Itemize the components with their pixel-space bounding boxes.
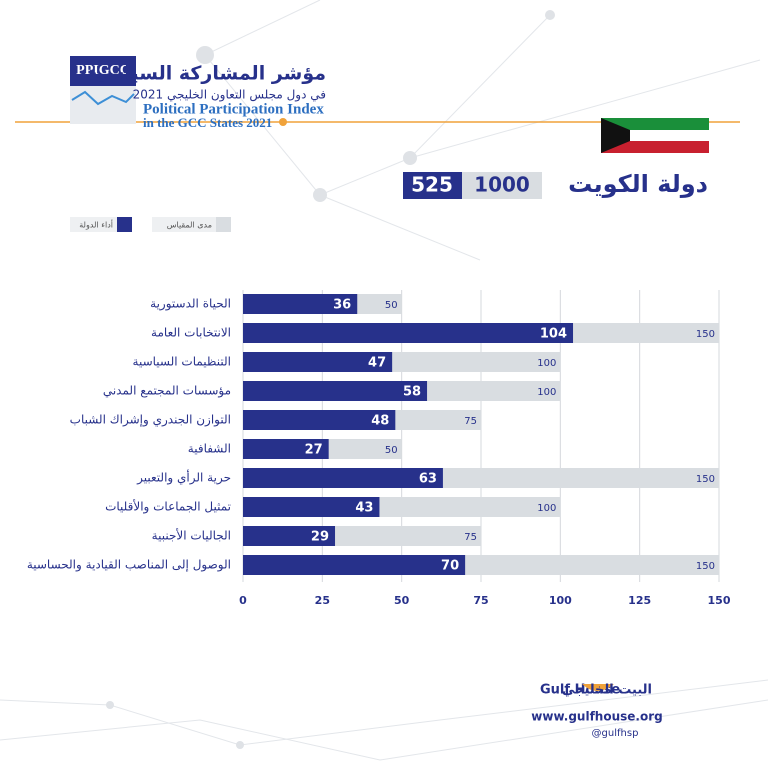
performance-bar xyxy=(243,323,574,343)
x-tick-label: 50 xyxy=(394,594,410,607)
performance-bar xyxy=(243,294,358,314)
legend-label: أداء الدولة xyxy=(79,220,113,230)
category-label: حرية الرأي والتعبير xyxy=(136,470,231,486)
legend-label: مدى المقياس xyxy=(167,221,212,230)
value-label: 48 xyxy=(371,414,389,429)
country-name: دولة الكويت xyxy=(568,170,708,198)
value-label: 100 xyxy=(537,358,556,369)
value-label: 100 xyxy=(537,387,556,398)
x-tick-label: 125 xyxy=(628,594,651,607)
title-en: Political Participation Index xyxy=(143,101,324,117)
legend-swatch xyxy=(216,217,231,232)
performance-bar xyxy=(243,555,466,575)
value-label: 100 xyxy=(537,503,556,514)
category-label: الانتخابات العامة xyxy=(151,326,231,340)
category-label: الحياة الدستورية xyxy=(150,297,231,312)
value-label: 50 xyxy=(385,445,398,456)
performance-bar xyxy=(243,439,329,459)
value-label: 150 xyxy=(696,561,715,572)
website: www.gulfhouse.org xyxy=(531,710,662,724)
kuwait-flag xyxy=(601,118,709,153)
brand-boat xyxy=(582,684,614,691)
value-label: 29 xyxy=(311,530,329,545)
x-tick-label: 0 xyxy=(239,594,247,607)
performance-bar xyxy=(243,497,380,517)
value-label: 75 xyxy=(464,416,477,427)
logo-line xyxy=(71,90,135,106)
performance-bar xyxy=(243,468,443,488)
category-label: التوازن الجندري وإشراك الشباب xyxy=(70,413,231,428)
x-tick-label: 150 xyxy=(708,594,731,607)
plot: 0 25 50 75 100 125 150 الحياة الدستورية 50 36 الان… xyxy=(27,290,731,607)
category-label: الوصول إلى المناصب القيادية والحساسية xyxy=(27,558,231,573)
value-label: 150 xyxy=(696,329,715,340)
score-box xyxy=(403,172,462,199)
value-label: 50 xyxy=(385,300,398,311)
x-tick-label: 75 xyxy=(473,594,488,607)
category-label: الشفافية xyxy=(188,442,231,456)
category-label: تمثيل الجماعات والأقليات xyxy=(105,499,231,515)
category-label: الجاليات الأجنبية xyxy=(152,528,231,543)
value-label: 63 xyxy=(419,472,437,487)
legend-swatch xyxy=(117,217,132,232)
value-label: 36 xyxy=(333,298,351,313)
performance-bar xyxy=(243,526,336,546)
x-tick-label: 25 xyxy=(315,594,330,607)
legend-box xyxy=(70,217,132,232)
social-handle: @gulfhsp xyxy=(592,728,639,739)
max-score-box xyxy=(462,172,542,199)
value-label: 47 xyxy=(368,356,386,371)
performance-bar xyxy=(243,381,428,401)
legend-box xyxy=(152,217,231,232)
logo-band xyxy=(70,56,136,86)
logo-text: PPIGCC xyxy=(76,63,130,78)
value-label: 104 xyxy=(540,327,567,342)
subtitle-ar: في دول مجلس التعاون الخليجي 2021 xyxy=(133,88,326,103)
value-label: 27 xyxy=(305,443,323,458)
x-tick-label: 100 xyxy=(549,594,572,607)
title-ar: مؤشر المشاركة السياسية xyxy=(86,63,326,85)
legend: مدى المقياس أداء الدولة xyxy=(70,217,231,232)
score: 525 xyxy=(411,173,453,197)
performance-bar xyxy=(243,352,393,372)
value-label: 70 xyxy=(441,559,459,574)
performance-bar xyxy=(243,410,396,430)
background-dots xyxy=(106,10,555,749)
value-label: 43 xyxy=(355,501,373,516)
value-label: 75 xyxy=(464,532,477,543)
header-dot xyxy=(279,118,287,126)
brand-ar: البيت الخليجي xyxy=(562,683,652,698)
value-label: 150 xyxy=(696,474,715,485)
category-label: التنظيمات السياسية xyxy=(133,355,231,369)
value-label: 58 xyxy=(403,385,421,400)
subtitle-en: in the GCC States 2021 xyxy=(143,115,272,130)
category-label: مؤسسات المجتمع المدني xyxy=(103,384,231,399)
max-score: 1000 xyxy=(474,173,530,197)
